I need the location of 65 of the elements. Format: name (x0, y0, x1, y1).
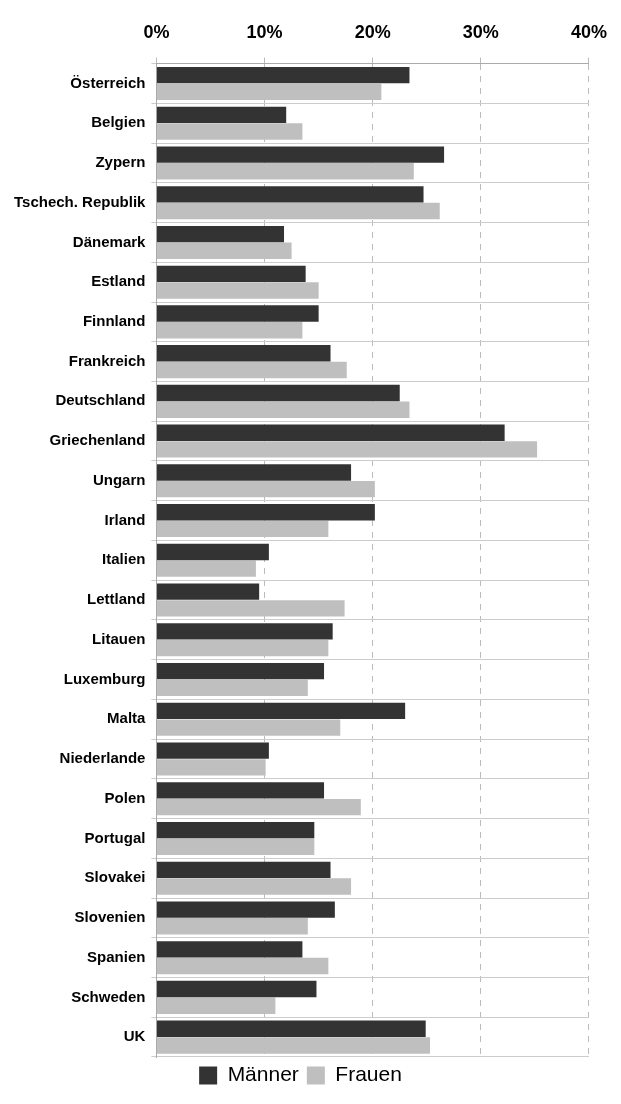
y-tick-label: Ungarn (92, 470, 146, 488)
y-tick-label: Portugal (84, 828, 146, 846)
bar (156, 560, 256, 577)
y-tick-label: Slovenien (74, 908, 146, 926)
bar (156, 941, 303, 958)
bar (156, 384, 400, 402)
y-tick-label: Spanien (87, 947, 146, 965)
bar (156, 798, 361, 816)
bar (156, 146, 445, 163)
bar (156, 66, 410, 84)
bar (156, 821, 315, 839)
bar (156, 583, 260, 600)
bar (156, 305, 319, 322)
bar (156, 662, 325, 680)
y-tick-label: Finnland (82, 312, 146, 330)
bar (156, 186, 424, 203)
x-tick-label: 0% (143, 21, 170, 42)
bar (156, 282, 319, 299)
bar (156, 918, 308, 935)
y-tick-label: Polen (104, 788, 146, 806)
y-tick-label: Österreich (70, 73, 146, 91)
bar (156, 702, 406, 720)
y-tick-label: UK (123, 1027, 146, 1045)
y-tick-label: Niederlande (59, 749, 146, 767)
y-tick-label: Frankreich (68, 351, 146, 369)
bar (156, 322, 303, 339)
y-tick-label: Malta (107, 709, 147, 727)
legend-label: Frauen (335, 1062, 402, 1086)
bar (156, 265, 306, 282)
bar (156, 742, 269, 759)
y-tick-label: Litauen (92, 629, 146, 647)
bar (156, 901, 335, 918)
legend-label: Männer (227, 1062, 299, 1086)
y-tick-label: Deutschland (55, 391, 146, 409)
y-tick-label: Schweden (71, 987, 146, 1005)
bar (156, 163, 414, 180)
y-tick-label: Belgien (91, 113, 146, 131)
bar (156, 424, 505, 441)
x-tick-label: 40% (570, 21, 607, 42)
bar (156, 225, 285, 243)
bar (156, 345, 331, 362)
y-tick-label: Irland (104, 510, 146, 528)
y-tick-label: Tschech. Republik (14, 192, 147, 210)
y-tick-label: Estland (91, 272, 146, 290)
bar (156, 623, 333, 640)
bar (156, 106, 287, 124)
y-tick-label: Luxemburg (63, 669, 146, 687)
y-tick-label: Italien (102, 550, 146, 568)
x-tick-label: 30% (462, 21, 499, 42)
x-tick-label: 10% (246, 21, 283, 42)
y-tick-label: Lettland (87, 590, 146, 608)
bar (156, 782, 325, 799)
bar (156, 980, 317, 998)
y-tick-label: Slovakei (84, 868, 146, 886)
bar (156, 1037, 431, 1054)
y-tick-label: Griechenland (49, 431, 146, 449)
bar (156, 504, 375, 521)
y-tick-label: Zypern (95, 153, 146, 171)
x-tick-label: 20% (354, 21, 391, 42)
y-tick-label: Dänemark (72, 232, 147, 250)
bar (156, 1020, 426, 1037)
bar (156, 441, 538, 458)
bar (156, 464, 352, 481)
bar (156, 543, 269, 561)
bar (156, 861, 331, 879)
